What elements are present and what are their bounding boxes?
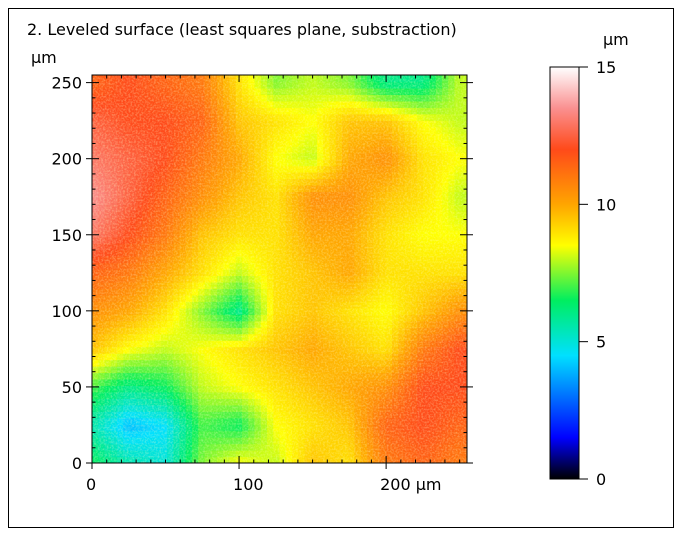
y-tick-label: 150 — [51, 226, 82, 245]
chart: 2. Leveled surface (least squares plane,… — [27, 20, 629, 494]
y-tick-label: 50 — [62, 378, 82, 397]
y-tick-label: 250 — [51, 74, 82, 93]
x-axis: 0 100 200 µm — [86, 75, 461, 494]
chart-frame: 2. Leveled surface (least squares plane,… — [8, 8, 674, 528]
surface-texture — [92, 75, 467, 463]
colorbar — [549, 66, 580, 480]
y-axis: 0 50 100 150 200 250 — [51, 74, 473, 473]
colorbar-tick-label: 10 — [596, 195, 616, 214]
colorbar-tick-label: 15 — [596, 58, 616, 77]
plot-border — [91, 74, 468, 464]
chart-title: 2. Leveled surface (least squares plane,… — [27, 20, 457, 39]
x-tick-label: 100 — [233, 475, 264, 494]
y-axis-unit: µm — [31, 48, 57, 67]
y-tick-label: 100 — [51, 302, 82, 321]
colorbar-axis: 0 5 10 15 — [579, 58, 616, 489]
colorbar-tick-label: 0 — [596, 470, 606, 489]
y-tick-label: 0 — [72, 454, 82, 473]
y-tick-label: 200 — [51, 150, 82, 169]
x-tick-label: 200 µm — [380, 475, 441, 494]
x-tick-label: 0 — [86, 475, 96, 494]
colorbar-tick-label: 5 — [596, 333, 606, 352]
colorbar-unit: µm — [603, 30, 629, 49]
